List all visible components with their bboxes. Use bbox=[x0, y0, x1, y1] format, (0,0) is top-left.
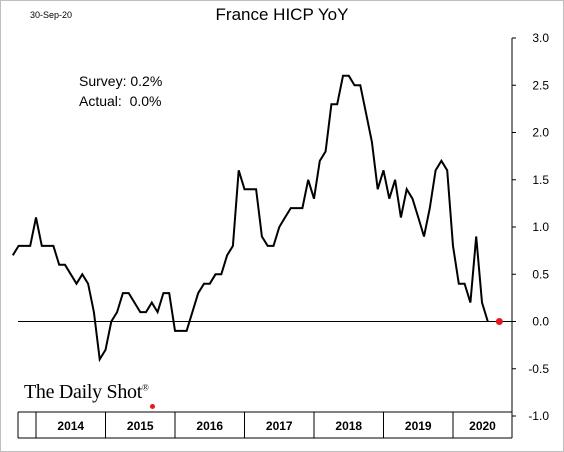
daily-shot-logo: The Daily Shot® bbox=[24, 381, 149, 404]
y-tick-label: 1.0 bbox=[532, 220, 549, 234]
survey-annotation: Survey: 0.2% bbox=[79, 73, 163, 89]
label-layer: 3.0 2.5 2.0 1.5 1.0 0.5 0.0 -0.5 -1.0 2014 2015 201… bbox=[57, 31, 549, 433]
y-tick-label: 2.0 bbox=[532, 126, 549, 140]
actual-annotation: Actual: 0.0% bbox=[79, 93, 162, 109]
series-line-france-hicp bbox=[11, 74, 489, 363]
chart-title: France HICP YoY bbox=[215, 5, 349, 24]
x-year-label: 2014 bbox=[57, 419, 84, 433]
y-tick-label: -1.0 bbox=[528, 409, 549, 423]
y-tick-label: 0.0 bbox=[532, 315, 549, 329]
registered-mark: ® bbox=[142, 382, 149, 393]
logo-text: The Daily Shot bbox=[24, 381, 143, 403]
y-tick-label: 0.5 bbox=[532, 267, 549, 281]
latest-point-marker bbox=[495, 318, 503, 325]
x-year-label: 2016 bbox=[196, 419, 223, 433]
y-tick-label: 3.0 bbox=[532, 31, 549, 45]
date-stamp: 30-Sep-20 bbox=[30, 10, 73, 20]
x-year-label: 2017 bbox=[266, 419, 293, 433]
axis-layer bbox=[17, 37, 516, 439]
x-year-label: 2018 bbox=[335, 419, 362, 433]
x-year-label: 2019 bbox=[405, 419, 432, 433]
y-tick-label: 1.5 bbox=[532, 173, 549, 187]
line-layer bbox=[11, 74, 503, 363]
y-tick-label: 2.5 bbox=[532, 78, 549, 92]
y-tick-label: -0.5 bbox=[528, 362, 549, 376]
x-year-label: 2020 bbox=[469, 419, 496, 433]
x-year-label: 2015 bbox=[127, 419, 154, 433]
logo-dot bbox=[150, 404, 155, 409]
